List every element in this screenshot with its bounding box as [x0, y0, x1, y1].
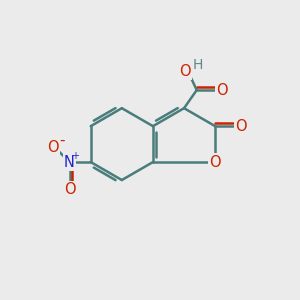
Text: -: -: [60, 133, 65, 148]
Text: O: O: [217, 82, 228, 98]
Text: O: O: [235, 118, 247, 134]
Text: +: +: [71, 151, 79, 160]
Text: H: H: [193, 58, 203, 71]
Text: O: O: [64, 182, 75, 197]
Text: O: O: [179, 64, 191, 79]
Text: N: N: [64, 154, 75, 169]
Text: O: O: [209, 154, 221, 169]
Text: O: O: [47, 140, 59, 154]
